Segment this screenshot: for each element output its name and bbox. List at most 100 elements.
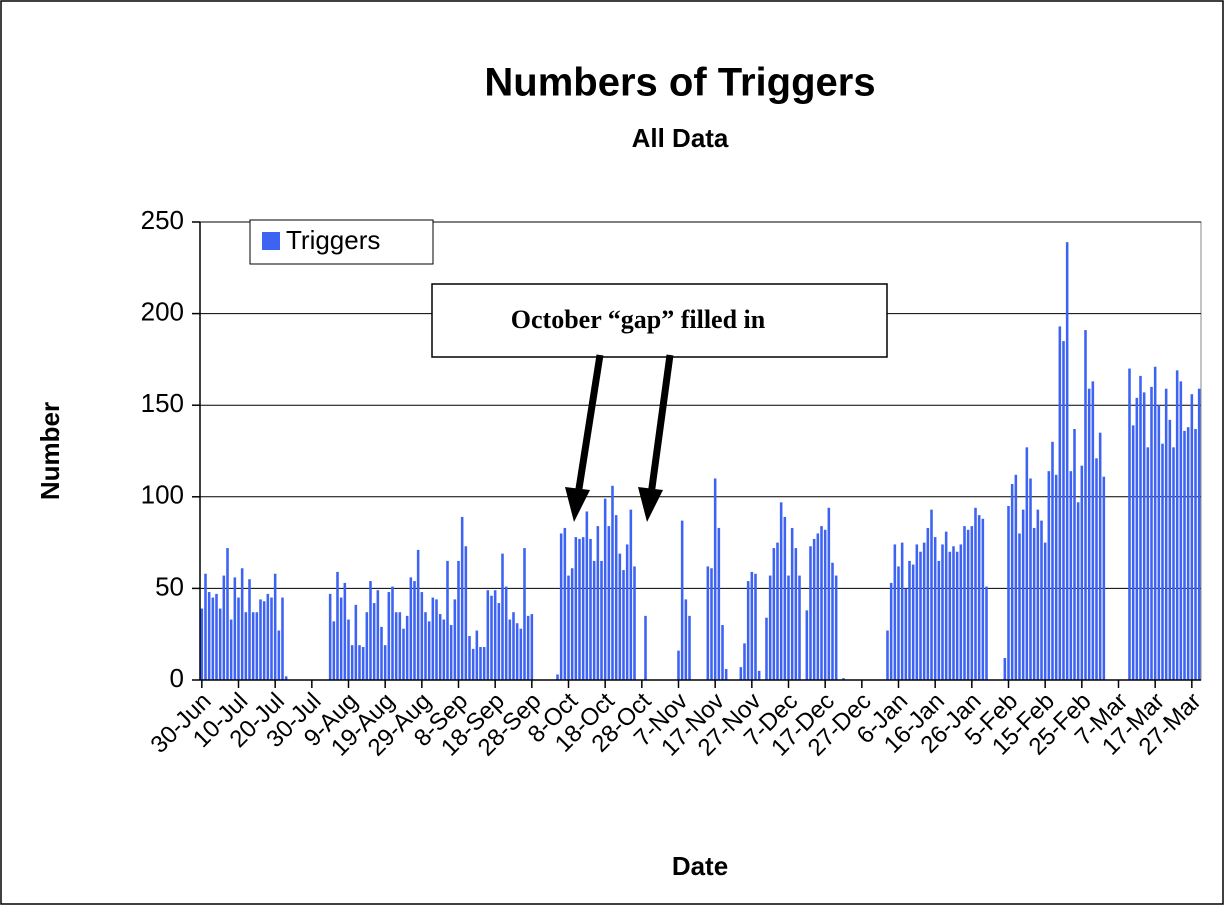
bar	[713, 478, 717, 680]
bar	[834, 575, 838, 680]
bar	[226, 548, 229, 680]
bar	[823, 529, 827, 680]
bar	[1018, 533, 1021, 680]
bar	[387, 592, 391, 680]
bar	[750, 571, 754, 680]
bar	[618, 553, 622, 680]
legend-box	[249, 219, 434, 265]
bar	[959, 544, 963, 680]
bar	[1062, 341, 1065, 680]
bar	[1102, 476, 1106, 680]
annotation-box	[431, 283, 888, 358]
bar	[1076, 502, 1080, 680]
bar	[369, 581, 372, 680]
bar	[277, 630, 281, 680]
bar	[607, 526, 611, 680]
bar	[600, 560, 603, 680]
bar	[218, 608, 222, 680]
bar	[706, 566, 710, 680]
bar	[508, 619, 512, 680]
bar	[229, 619, 233, 680]
bar	[501, 553, 504, 680]
bar	[930, 509, 933, 680]
y-tick-label: 100	[141, 480, 184, 510]
bar	[1139, 375, 1142, 680]
bar	[383, 645, 387, 680]
bar	[798, 575, 801, 680]
y-tick-label: 250	[141, 205, 184, 235]
bar	[222, 575, 226, 680]
bar	[211, 597, 215, 680]
bar	[1157, 405, 1161, 680]
bar	[405, 615, 409, 680]
bar	[1135, 397, 1139, 680]
bar	[1021, 509, 1025, 680]
bar	[1080, 465, 1084, 680]
bar	[1069, 471, 1073, 680]
bar	[1007, 505, 1010, 680]
bar	[816, 533, 820, 680]
bar	[372, 603, 376, 680]
bar	[556, 674, 559, 680]
bar	[1032, 527, 1036, 680]
bar	[889, 582, 893, 680]
bar	[468, 636, 471, 680]
bar	[677, 650, 680, 680]
bar	[684, 599, 688, 680]
bar	[504, 586, 508, 680]
bar	[970, 526, 974, 680]
bar	[746, 581, 750, 680]
bar	[471, 648, 475, 680]
bar	[820, 526, 823, 680]
bar	[1087, 388, 1091, 680]
bar	[794, 548, 798, 680]
bar	[919, 551, 922, 680]
bar	[336, 571, 339, 680]
bar	[391, 586, 394, 680]
bar	[200, 608, 204, 680]
bar	[409, 577, 413, 680]
bar	[475, 630, 479, 680]
bar	[842, 678, 845, 680]
bar	[603, 498, 607, 680]
bar	[281, 597, 284, 680]
bar	[1003, 658, 1007, 680]
bar	[963, 526, 966, 680]
y-axis-label: Number	[35, 402, 65, 500]
bar	[350, 645, 354, 680]
bar	[343, 582, 347, 680]
bar	[1040, 520, 1043, 680]
bar	[900, 542, 904, 680]
bar	[592, 560, 596, 680]
bar	[515, 623, 519, 680]
bar	[977, 515, 981, 680]
bar	[772, 548, 776, 680]
bar	[1029, 478, 1032, 680]
bar	[783, 516, 787, 680]
legend-swatch	[262, 232, 280, 250]
bar	[237, 597, 240, 680]
bar	[926, 527, 930, 680]
bar	[420, 592, 424, 680]
bar	[358, 645, 361, 680]
bar	[1190, 394, 1194, 680]
bar	[1098, 432, 1102, 680]
bar	[985, 586, 988, 680]
bar	[244, 612, 248, 680]
bar	[413, 581, 416, 680]
bar	[574, 537, 578, 680]
bar	[893, 544, 897, 680]
bar	[431, 597, 435, 680]
bar	[897, 566, 900, 680]
bar	[1183, 430, 1186, 680]
bar	[743, 643, 746, 680]
bar	[1175, 370, 1179, 680]
bar	[240, 568, 244, 680]
bar	[259, 599, 262, 680]
bar	[739, 667, 743, 680]
bar	[922, 542, 926, 680]
bar	[629, 509, 633, 680]
bar	[585, 511, 589, 680]
bar	[757, 670, 761, 680]
